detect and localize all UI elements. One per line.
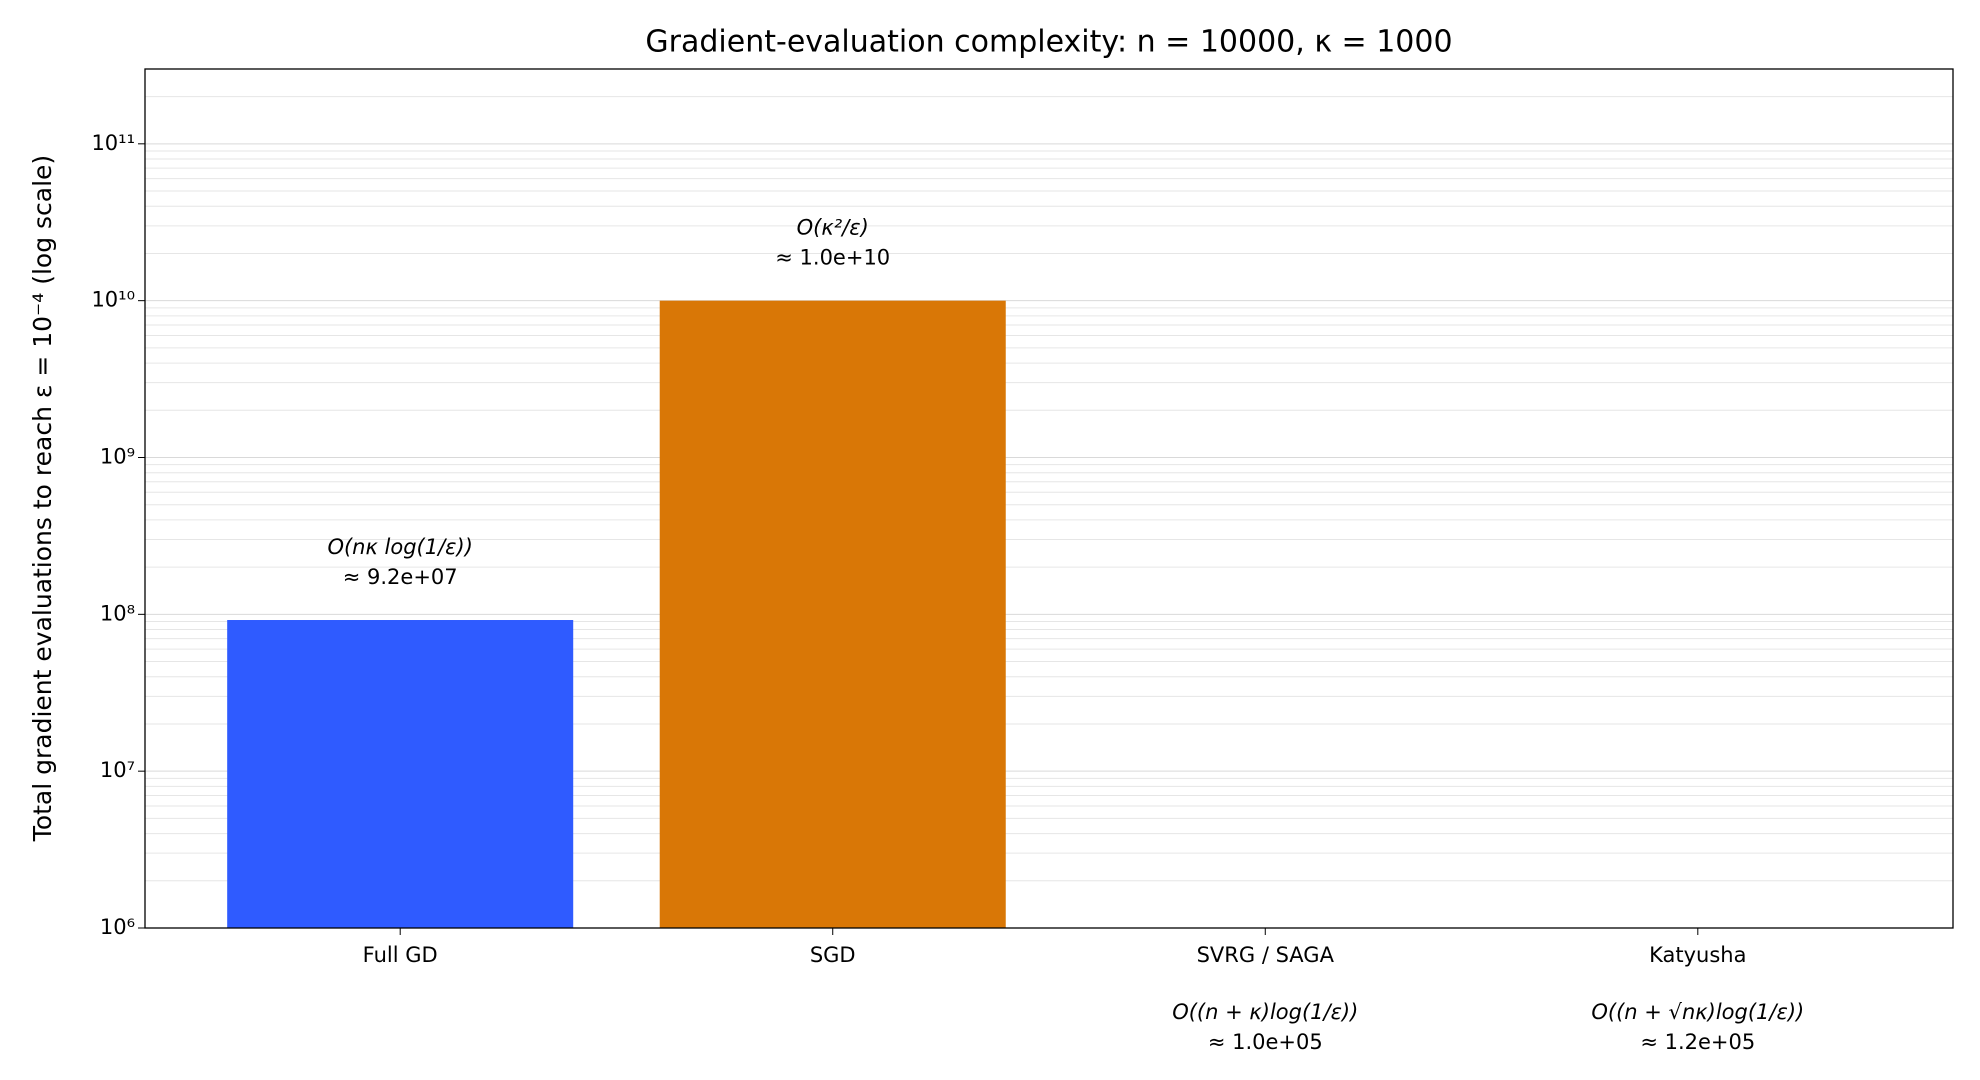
y-axis-label: Total gradient evaluations to reach ε = …: [28, 155, 57, 842]
value-label: ≈ 1.0e+05: [1208, 1030, 1323, 1054]
x-tick-label: SGD: [810, 943, 856, 967]
bar: [227, 620, 574, 928]
x-tick-label: Katyusha: [1649, 943, 1746, 967]
y-tick-label: 10¹⁰: [91, 288, 135, 312]
y-tick-label: 10⁸: [100, 601, 135, 625]
y-tick-label: 10⁷: [100, 758, 135, 782]
value-label: ≈ 1.0e+10: [775, 246, 890, 270]
x-tick-label: Full GD: [363, 943, 438, 967]
bar: [659, 300, 1006, 928]
y-tick-label: 10⁹: [100, 444, 135, 468]
bar-annotation: O((n + κ)log(1/ε)): [1172, 1000, 1358, 1024]
y-tick-label: 10¹¹: [91, 131, 135, 155]
plot-frame: [144, 68, 1954, 929]
bar-annotation: O((n + √nκ)log(1/ε)): [1591, 1000, 1804, 1024]
chart-title: Gradient-evaluation complexity: n = 1000…: [645, 25, 1452, 60]
y-tick-label: 10⁶: [100, 915, 135, 939]
x-tick-label: SVRG / SAGA: [1197, 943, 1335, 967]
value-label: ≈ 9.2e+07: [343, 565, 458, 589]
value-label: ≈ 1.2e+05: [1640, 1030, 1755, 1054]
bar-annotation: O(nκ log(1/ε)): [327, 535, 472, 559]
bar-annotation: O(κ²/ε): [797, 216, 869, 240]
